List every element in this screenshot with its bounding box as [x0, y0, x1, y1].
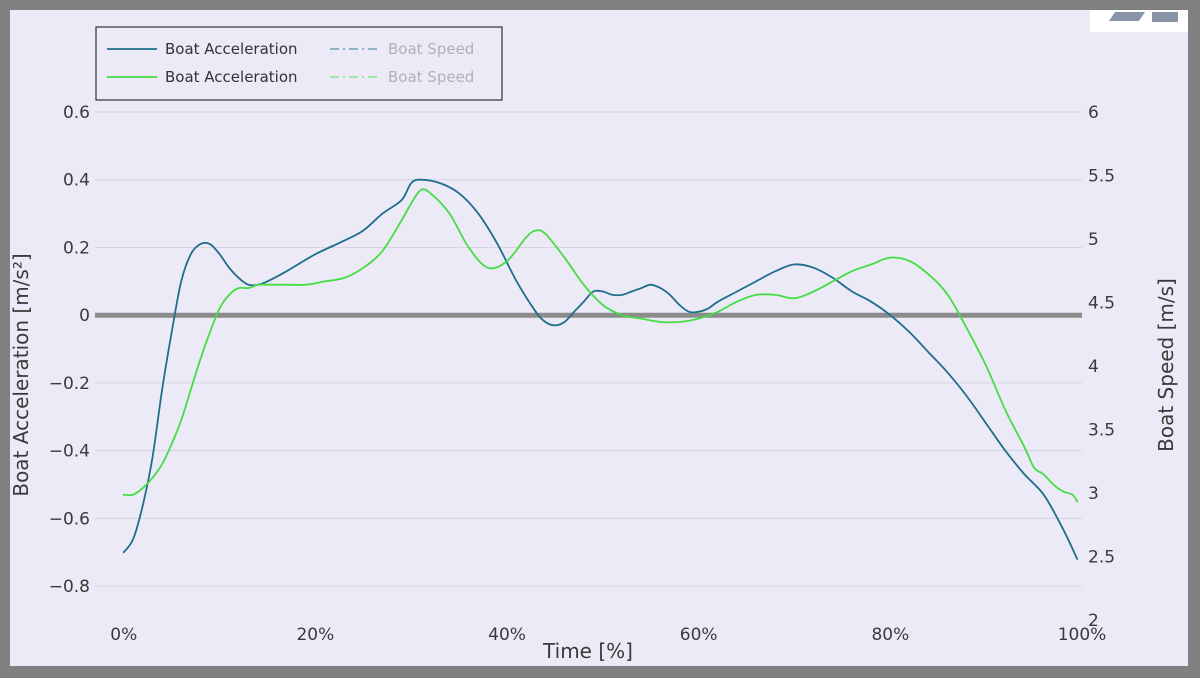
y2-tick-label: 6 — [1088, 103, 1099, 123]
pan-icon[interactable] — [1108, 12, 1146, 21]
y2-tick-label: 2.5 — [1088, 548, 1115, 568]
series-line-2 — [122, 188, 1079, 503]
y-tick-label: −0.6 — [49, 509, 90, 529]
legend-label: Boat Acceleration — [165, 68, 298, 86]
legend-item[interactable]: Boat Speed — [330, 68, 474, 86]
x-axis-ticks: 0% 20% 40% 60% 80% 100% — [110, 625, 1106, 645]
y-tick-label: 0 — [79, 306, 90, 326]
y-axis-title: Boat Acceleration [m/s²] — [10, 253, 33, 496]
legend-label: Boat Speed — [388, 40, 474, 58]
legend-item[interactable]: Boat Speed — [330, 40, 474, 58]
y-tick-label: 0.6 — [63, 103, 90, 123]
legend-label: Boat Speed — [388, 68, 474, 86]
y2-tick-label: 2 — [1088, 611, 1099, 631]
y2-tick-label: 4 — [1088, 357, 1099, 377]
grid-lines — [95, 111, 1082, 587]
chart-frame: 0.6 0.4 0.2 0 −0.2 −0.4 −0.6 −0.8 6 5.5 5 4.5 4 3.5 3… — [10, 10, 1188, 666]
x-tick-label: 40% — [488, 625, 526, 645]
chart-canvas: 0.6 0.4 0.2 0 −0.2 −0.4 −0.6 −0.8 6 5.5 5 4.5 4 3.5 3… — [10, 26, 1178, 663]
series-lines — [122, 178, 1079, 560]
x-tick-label: 20% — [296, 625, 334, 645]
x-axis-title: Time [%] — [542, 639, 633, 663]
y2-axis-ticks: 6 5.5 5 4.5 4 3.5 3 2.5 2 — [1088, 103, 1115, 631]
y2-tick-label: 5.5 — [1088, 167, 1115, 187]
y2-tick-label: 3 — [1088, 484, 1099, 504]
y-tick-label: 0.2 — [63, 238, 90, 258]
legend-label: Boat Acceleration — [165, 40, 298, 58]
y-tick-label: 0.4 — [63, 171, 90, 191]
y-tick-label: −0.8 — [49, 577, 90, 597]
y2-axis-title: Boat Speed [m/s] — [1154, 278, 1178, 452]
modebar[interactable] — [1090, 10, 1188, 32]
y2-tick-label: 3.5 — [1088, 421, 1115, 441]
legend-item[interactable]: Boat Acceleration — [107, 40, 298, 58]
x-tick-label: 60% — [680, 625, 718, 645]
y-tick-label: −0.4 — [49, 442, 90, 462]
legend-item[interactable]: Boat Acceleration — [107, 68, 298, 86]
zoom-icon[interactable] — [1152, 12, 1178, 22]
x-tick-label: 0% — [110, 625, 137, 645]
y-tick-label: −0.2 — [49, 374, 90, 394]
x-tick-label: 100% — [1058, 625, 1107, 645]
y-axis-ticks: 0.6 0.4 0.2 0 −0.2 −0.4 −0.6 −0.8 — [49, 103, 90, 597]
y2-tick-label: 4.5 — [1088, 294, 1115, 314]
legend[interactable]: Boat Acceleration Boat Speed Boat Accelera… — [95, 26, 503, 101]
legend-box — [95, 26, 503, 101]
x-tick-label: 80% — [871, 625, 909, 645]
y2-tick-label: 5 — [1088, 230, 1099, 250]
series-line-1 — [122, 178, 1079, 560]
